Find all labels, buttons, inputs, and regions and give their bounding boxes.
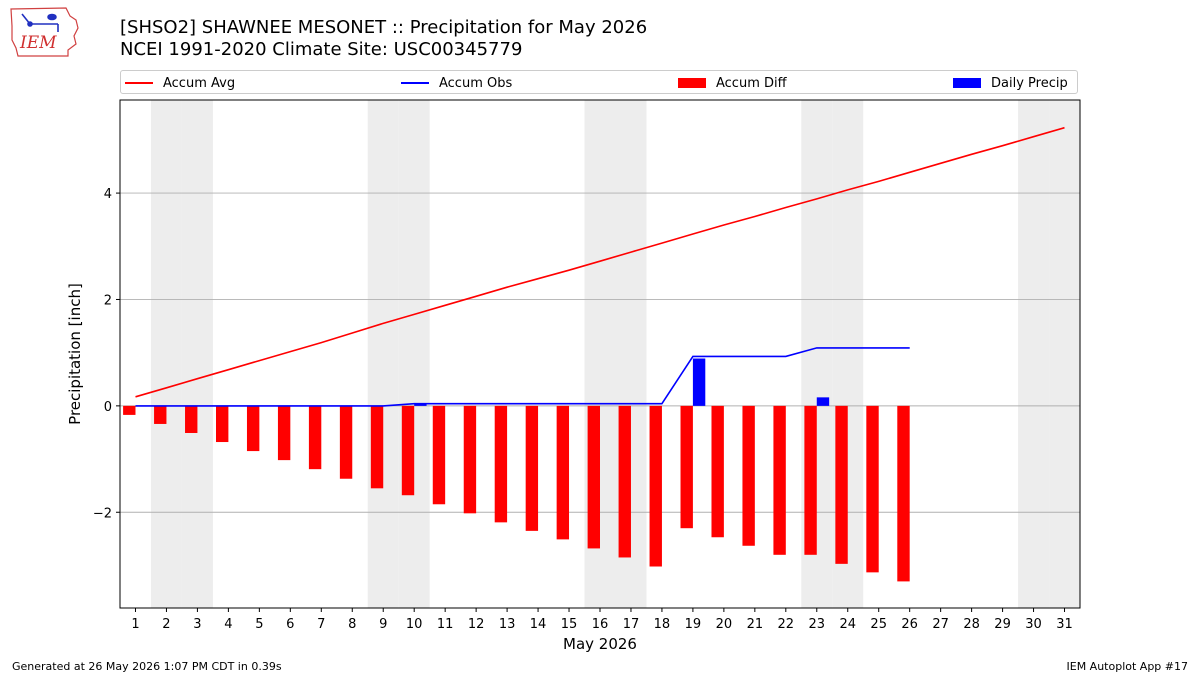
y-tick-label: 0 [104,400,112,415]
legend-swatch-accum-diff [678,78,706,88]
x-tick-label: 10 [406,617,423,632]
accum-diff-bar [185,405,198,433]
accum-diff-bar [773,405,786,555]
x-tick-label: 26 [901,617,918,632]
accum-diff-bar [525,405,539,531]
chart-title: [SHSO2] SHAWNEE MESONET :: Precipitation… [120,17,648,38]
accum-diff-bar [123,405,136,415]
weekend-shading [1018,100,1050,608]
x-tick-label: 6 [286,617,294,632]
daily-precip-bar [414,403,427,406]
accum-diff-bar [897,405,910,582]
accum-diff-bar [587,405,600,549]
accum-diff-bar [246,405,260,452]
x-tick-label: 15 [561,617,578,632]
iem-logo: IEM [10,7,79,57]
x-tick-label: 8 [348,617,356,632]
accum-diff-bar [649,405,662,567]
accum-diff-bar [804,405,817,555]
x-tick-label: 24 [839,617,856,632]
x-tick-label: 21 [747,617,764,632]
x-tick-label: 3 [193,617,201,632]
x-tick-label: 30 [1025,617,1042,632]
y-axis-label: Precipitation [inch] [66,283,84,425]
y-tick-label: −2 [93,506,112,521]
accum-diff-bar [556,405,570,540]
accum-diff-bar [711,405,724,538]
accum-diff-bar [866,405,879,573]
accum-diff-bar [401,405,415,496]
weekend-shading [181,100,213,608]
chart-legend: Accum Avg Accum Obs Accum Diff Daily Pre… [120,70,1078,94]
legend-label-daily-precip: Daily Precip [991,75,1068,91]
accum-diff-bar [463,405,477,514]
x-tick-label: 5 [255,617,263,632]
legend-item-accum-obs: Accum Obs [401,71,512,95]
accum-diff-bar [308,405,322,470]
legend-swatch-accum-avg [125,82,153,84]
x-tick-label: 7 [317,617,325,632]
x-tick-label: 16 [592,617,609,632]
x-tick-label: 17 [623,617,640,632]
accum-diff-bar [216,405,229,443]
x-tick-label: 14 [530,617,547,632]
autoplot-app-label: IEM Autoplot App #17 [1066,660,1189,673]
x-tick-label: 19 [685,617,702,632]
x-tick-label: 23 [809,617,826,632]
x-tick-label: 20 [716,617,733,632]
generated-timestamp: Generated at 26 May 2026 1:07 PM CDT in … [12,660,282,673]
x-tick-label: 9 [379,617,387,632]
accum-diff-bar [432,405,446,505]
accum-diff-bar [339,405,353,479]
x-tick-label: 29 [994,617,1011,632]
accum-diff-bar [494,405,508,523]
weekend-shading [398,100,430,608]
daily-precip-bar [816,397,830,406]
accum-diff-bar [277,405,291,461]
x-tick-label: 11 [437,617,454,632]
x-tick-label: 4 [224,617,232,632]
weekend-shading [150,100,182,608]
daily-precip-bar [692,358,706,406]
accum-avg-line [135,126,1065,398]
legend-item-daily-precip: Daily Precip [953,71,1068,95]
weekend-shading [367,100,399,608]
legend-label-accum-avg: Accum Avg [163,75,236,91]
x-tick-label: 22 [778,617,795,632]
x-axis-label: May 2026 [563,635,637,653]
accum-obs-line [135,347,910,407]
legend-label-accum-obs: Accum Obs [439,75,513,91]
x-tick-label: 2 [162,617,170,632]
y-tick-label: 2 [104,293,112,308]
x-tick-label: 1 [131,617,139,632]
x-tick-label: 13 [499,617,516,632]
legend-label-accum-diff: Accum Diff [716,75,787,91]
accum-diff-bar [154,405,167,424]
legend-swatch-daily-precip [953,78,981,88]
accum-diff-bar [835,405,848,564]
accum-diff-bar [680,405,693,529]
x-tick-label: 31 [1056,617,1073,632]
weather-station-icon [21,13,59,32]
x-tick-label: 12 [468,617,485,632]
accum-diff-bar [618,405,631,558]
accum-diff-bar [742,405,755,546]
legend-item-accum-avg: Accum Avg [125,71,235,95]
chart-subtitle: NCEI 1991-2020 Climate Site: USC00345779 [120,39,523,60]
x-tick-label: 18 [654,617,671,632]
weekend-shading [1049,100,1080,608]
x-tick-label: 27 [932,617,949,632]
logo-text: IEM [19,33,57,53]
x-tick-label: 25 [870,617,887,632]
x-tick-label: 28 [963,617,980,632]
legend-item-accum-diff: Accum Diff [678,71,787,95]
legend-swatch-accum-obs [401,82,429,84]
y-tick-label: 4 [104,187,112,202]
accum-diff-bar [370,405,384,489]
